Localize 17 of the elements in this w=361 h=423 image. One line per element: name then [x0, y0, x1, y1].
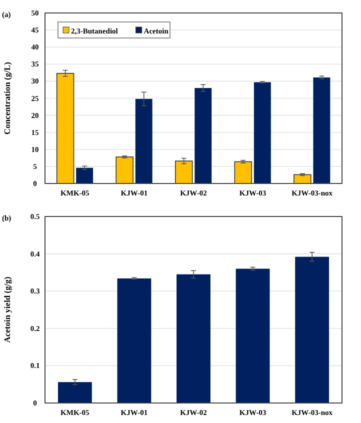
bar — [56, 72, 74, 184]
bar — [174, 160, 193, 184]
bar — [313, 77, 330, 184]
bar — [58, 382, 92, 403]
y-axis-title: Concentration (g/L) — [2, 62, 12, 134]
bar — [294, 174, 312, 184]
bar — [295, 256, 330, 403]
bar — [76, 168, 94, 184]
bar — [234, 161, 252, 184]
y-axis-title: Acetoin yield (g/g) — [2, 276, 12, 343]
bar — [117, 278, 152, 403]
bar — [254, 82, 271, 184]
bar — [194, 88, 212, 184]
bar — [116, 156, 134, 184]
bar — [176, 274, 210, 403]
bar — [236, 268, 270, 403]
bar — [135, 98, 152, 184]
